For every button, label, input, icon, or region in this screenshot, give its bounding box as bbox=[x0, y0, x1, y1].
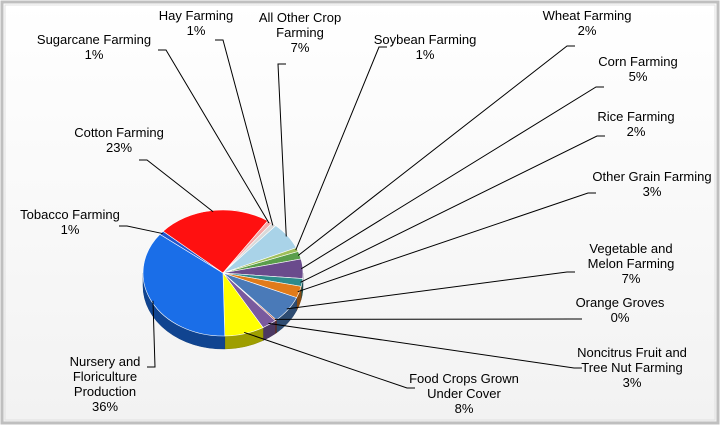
slice-label: Sugarcane Farming 1% bbox=[37, 32, 151, 62]
slice-label-line: Soybean Farming bbox=[374, 32, 477, 47]
slice-label-line: 2% bbox=[578, 23, 597, 38]
leader-line bbox=[297, 45, 575, 256]
slice-label-line: Floriculture bbox=[73, 369, 137, 384]
slice-label-line: Vegetable and bbox=[589, 241, 672, 256]
leader-line bbox=[147, 300, 156, 368]
leader-line bbox=[286, 271, 575, 310]
slice-label-line: 7% bbox=[622, 271, 641, 286]
slice-label-line: Food Crops Grown bbox=[409, 371, 519, 386]
slice-label-line: Melon Farming bbox=[588, 256, 675, 271]
pie-top-layer bbox=[142, 209, 304, 337]
leader-line bbox=[300, 135, 605, 283]
slice-label-line: Wheat Farming bbox=[543, 8, 632, 23]
slice-label-line: Cotton Farming bbox=[74, 125, 164, 140]
slice-label: Rice Farming 2% bbox=[597, 109, 674, 139]
slice-label-line: 1% bbox=[416, 47, 435, 62]
slice-label-line: Rice Farming bbox=[597, 109, 674, 124]
leader-line bbox=[300, 86, 604, 270]
callout-labels: Wheat Farming 2%Corn Farming 5%Rice Farmin… bbox=[20, 8, 711, 416]
pie-slice bbox=[162, 209, 269, 274]
slice-label-line: 8% bbox=[455, 401, 474, 416]
slice-label-line: 23% bbox=[106, 140, 132, 155]
slice-label-line: All Other Crop bbox=[259, 10, 341, 25]
slice-label: Noncitrus Fruit and Tree Nut Farming 3% bbox=[577, 345, 687, 390]
slice-label-line: Tree Nut Farming bbox=[581, 360, 682, 375]
slice-label: Wheat Farming 2% bbox=[543, 8, 632, 38]
slice-label: Food Crops Grown Under Cover 8% bbox=[409, 371, 519, 416]
slice-label: Other Grain Farming 3% bbox=[592, 169, 711, 199]
leader-line bbox=[243, 331, 415, 389]
slice-label-line: 0% bbox=[611, 310, 630, 325]
slice-label: Tobacco Farming 1% bbox=[20, 207, 120, 237]
slice-label-line: Corn Farming bbox=[598, 54, 677, 69]
leader-line bbox=[297, 192, 596, 293]
slice-label-line: Under Cover bbox=[427, 386, 501, 401]
slice-label-line: 36% bbox=[92, 399, 118, 414]
slice-label-line: Production bbox=[74, 384, 136, 399]
slice-label-line: Farming bbox=[276, 25, 324, 40]
slice-label: Corn Farming 5% bbox=[598, 54, 677, 84]
slice-label-line: Nursery and bbox=[70, 354, 141, 369]
slice-label-line: Other Grain Farming bbox=[592, 169, 711, 184]
leader-lines bbox=[119, 39, 605, 389]
slice-label-line: 3% bbox=[643, 184, 662, 199]
leader-line bbox=[139, 159, 214, 213]
leader-line bbox=[119, 225, 163, 235]
slice-label-line: 1% bbox=[187, 23, 206, 38]
slice-label: Cotton Farming 23% bbox=[74, 125, 164, 155]
slice-label: Hay Farming 1% bbox=[159, 8, 233, 38]
pie-side-layer bbox=[142, 272, 304, 350]
slice-label-line: 5% bbox=[629, 69, 648, 84]
slice-label: Vegetable and Melon Farming 7% bbox=[588, 241, 675, 286]
slice-label-line: 1% bbox=[61, 222, 80, 237]
slice-label: Orange Groves 0% bbox=[576, 295, 665, 325]
slice-label-line: Sugarcane Farming bbox=[37, 32, 151, 47]
pie-slice bbox=[142, 233, 226, 337]
slice-label-line: Hay Farming bbox=[159, 8, 233, 23]
leader-line bbox=[158, 49, 270, 224]
slice-label-line: Noncitrus Fruit and bbox=[577, 345, 687, 360]
chart-frame-inner bbox=[4, 4, 716, 421]
leader-line bbox=[277, 63, 287, 237]
slice-label: Soybean Farming 1% bbox=[374, 32, 477, 62]
leader-line bbox=[295, 46, 387, 251]
slice-label-line: 2% bbox=[627, 124, 646, 139]
slice-label-line: 3% bbox=[623, 375, 642, 390]
slice-label: All Other Crop Farming 7% bbox=[259, 10, 341, 55]
slice-label-line: 7% bbox=[291, 40, 310, 55]
leader-line bbox=[215, 39, 274, 226]
slice-label-line: 1% bbox=[85, 47, 104, 62]
leader-line bbox=[268, 322, 582, 369]
slice-label-line: Tobacco Farming bbox=[20, 207, 120, 222]
slice-label: Nursery and Floriculture Production 36% bbox=[70, 354, 141, 414]
slice-label-line: Orange Groves bbox=[576, 295, 665, 310]
